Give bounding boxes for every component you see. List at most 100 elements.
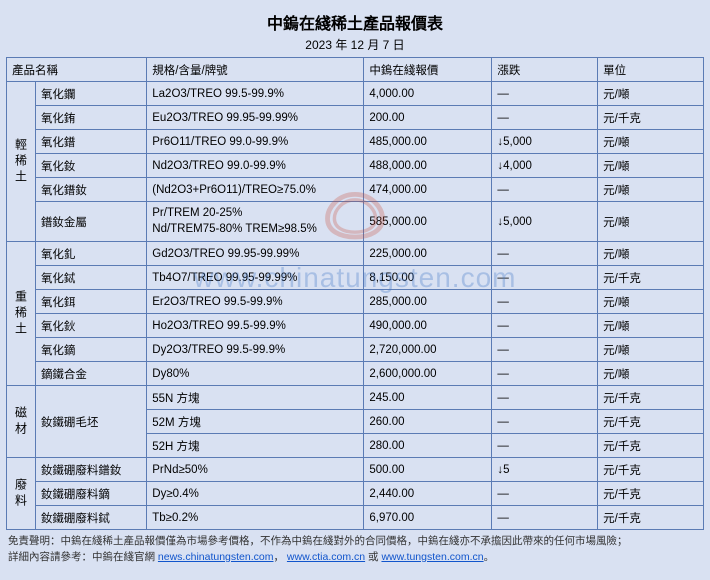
product-spec: Dy2O3/TREO 99.5-99.9% bbox=[147, 338, 364, 362]
product-name: 氧化銪 bbox=[35, 106, 146, 130]
product-spec: Eu2O3/TREO 99.95-99.99% bbox=[147, 106, 364, 130]
product-price: 8,150.00 bbox=[364, 266, 492, 290]
product-name: 氧化鈥 bbox=[35, 314, 146, 338]
product-change: — bbox=[492, 178, 598, 202]
header-unit: 單位 bbox=[598, 58, 704, 82]
table-row: 氧化鐠Pr6O11/TREO 99.0-99.9%485,000.00↓5,00… bbox=[7, 130, 704, 154]
product-spec: Tb4O7/TREO 99.95-99.99% bbox=[147, 266, 364, 290]
table-row: 廢料釹鐵硼廢料鐠釹PrNd≥50%500.00↓5元/千克 bbox=[7, 458, 704, 482]
product-spec: PrNd≥50% bbox=[147, 458, 364, 482]
product-name: 釹鐵硼廢料鋱 bbox=[35, 506, 146, 530]
category-label: 輕稀土 bbox=[7, 82, 36, 242]
footer-link-3[interactable]: www.tungsten.com.cn bbox=[381, 551, 483, 563]
product-spec: La2O3/TREO 99.5-99.9% bbox=[147, 82, 364, 106]
product-change: ↓5 bbox=[492, 458, 598, 482]
product-change: — bbox=[492, 386, 598, 410]
product-name: 釹鐵硼廢料鐠釹 bbox=[35, 458, 146, 482]
table-row: 釹鐵硼廢料鏑Dy≥0.4%2,440.00—元/千克 bbox=[7, 482, 704, 506]
product-spec: Gd2O3/TREO 99.95-99.99% bbox=[147, 242, 364, 266]
product-name: 釹鐵硼毛坯 bbox=[35, 386, 146, 458]
product-name: 釹鐵硼廢料鏑 bbox=[35, 482, 146, 506]
product-price: 490,000.00 bbox=[364, 314, 492, 338]
product-price: 488,000.00 bbox=[364, 154, 492, 178]
footer-link-1[interactable]: news.chinatungsten.com bbox=[158, 551, 274, 563]
product-name: 氧化鐠 bbox=[35, 130, 146, 154]
product-name: 鏑鐵合金 bbox=[35, 362, 146, 386]
product-name: 氧化鋱 bbox=[35, 266, 146, 290]
product-unit: 元/噸 bbox=[598, 178, 704, 202]
table-row: 氧化鐠釹(Nd2O3+Pr6O11)/TREO≥75.0%474,000.00—… bbox=[7, 178, 704, 202]
product-unit: 元/千克 bbox=[598, 386, 704, 410]
table-row: 氧化鋱Tb4O7/TREO 99.95-99.99%8,150.00—元/千克 bbox=[7, 266, 704, 290]
product-unit: 元/噸 bbox=[598, 362, 704, 386]
category-label: 廢料 bbox=[7, 458, 36, 530]
product-price: 6,970.00 bbox=[364, 506, 492, 530]
table-row: 鏑鐵合金Dy80%2,600,000.00—元/噸 bbox=[7, 362, 704, 386]
product-unit: 元/千克 bbox=[598, 266, 704, 290]
table-row: 釹鐵硼廢料鋱Tb≥0.2%6,970.00—元/千克 bbox=[7, 506, 704, 530]
product-change: — bbox=[492, 242, 598, 266]
product-price: 474,000.00 bbox=[364, 178, 492, 202]
product-spec: 52H 方塊 bbox=[147, 434, 364, 458]
product-price: 485,000.00 bbox=[364, 130, 492, 154]
product-price: 285,000.00 bbox=[364, 290, 492, 314]
product-unit: 元/千克 bbox=[598, 434, 704, 458]
disclaimer-line1: 免責聲明：中鎢在綫稀土產品報價僅為市場參考價格，不作為中鎢在綫對外的合同價格，中… bbox=[8, 535, 628, 547]
product-name: 氧化釹 bbox=[35, 154, 146, 178]
link-sep1: ， bbox=[274, 551, 285, 563]
product-change: — bbox=[492, 434, 598, 458]
price-table: 產品名稱 規格/含量/牌號 中鎢在綫報價 漲跌 單位 輕稀土氧化鑭La2O3/T… bbox=[6, 57, 704, 530]
product-spec: Dy80% bbox=[147, 362, 364, 386]
table-row: 氧化銪Eu2O3/TREO 99.95-99.99%200.00—元/千克 bbox=[7, 106, 704, 130]
category-label: 重稀土 bbox=[7, 242, 36, 386]
footer-link-2[interactable]: www.ctia.com.cn bbox=[287, 551, 365, 563]
link-or: 或 bbox=[365, 551, 381, 563]
product-change: — bbox=[492, 362, 598, 386]
product-name: 鐠釹金屬 bbox=[35, 202, 146, 242]
product-change: — bbox=[492, 314, 598, 338]
product-change: ↓5,000 bbox=[492, 130, 598, 154]
table-row: 氧化鏑Dy2O3/TREO 99.5-99.9%2,720,000.00—元/噸 bbox=[7, 338, 704, 362]
link-suffix: 。 bbox=[484, 551, 495, 563]
table-row: 氧化鈥Ho2O3/TREO 99.5-99.9%490,000.00—元/噸 bbox=[7, 314, 704, 338]
header-product: 產品名稱 bbox=[7, 58, 147, 82]
product-price: 500.00 bbox=[364, 458, 492, 482]
product-name: 氧化釓 bbox=[35, 242, 146, 266]
product-spec: Pr/TREM 20-25%Nd/TREM75-80% TREM≥98.5% bbox=[147, 202, 364, 242]
product-price: 2,720,000.00 bbox=[364, 338, 492, 362]
product-change: — bbox=[492, 338, 598, 362]
product-unit: 元/噸 bbox=[598, 154, 704, 178]
product-spec: Pr6O11/TREO 99.0-99.9% bbox=[147, 130, 364, 154]
table-row: 鐠釹金屬Pr/TREM 20-25%Nd/TREM75-80% TREM≥98.… bbox=[7, 202, 704, 242]
product-spec: Ho2O3/TREO 99.5-99.9% bbox=[147, 314, 364, 338]
table-row: 輕稀土氧化鑭La2O3/TREO 99.5-99.9%4,000.00—元/噸 bbox=[7, 82, 704, 106]
table-row: 氧化釹Nd2O3/TREO 99.0-99.9%488,000.00↓4,000… bbox=[7, 154, 704, 178]
header-spec: 規格/含量/牌號 bbox=[147, 58, 364, 82]
product-change: — bbox=[492, 482, 598, 506]
product-change: ↓5,000 bbox=[492, 202, 598, 242]
table-header-row: 產品名稱 規格/含量/牌號 中鎢在綫報價 漲跌 單位 bbox=[7, 58, 704, 82]
product-change: — bbox=[492, 506, 598, 530]
product-unit: 元/噸 bbox=[598, 242, 704, 266]
product-spec: 52M 方塊 bbox=[147, 410, 364, 434]
product-change: — bbox=[492, 106, 598, 130]
product-unit: 元/千克 bbox=[598, 458, 704, 482]
product-spec: Nd2O3/TREO 99.0-99.9% bbox=[147, 154, 364, 178]
product-unit: 元/千克 bbox=[598, 506, 704, 530]
category-label: 磁材 bbox=[7, 386, 36, 458]
product-change: — bbox=[492, 82, 598, 106]
product-price: 245.00 bbox=[364, 386, 492, 410]
page-title: 中鎢在綫稀土產品報價表 bbox=[6, 6, 704, 36]
product-name: 氧化鉺 bbox=[35, 290, 146, 314]
product-price: 200.00 bbox=[364, 106, 492, 130]
product-name: 氧化鏑 bbox=[35, 338, 146, 362]
product-price: 280.00 bbox=[364, 434, 492, 458]
product-spec: Er2O3/TREO 99.5-99.9% bbox=[147, 290, 364, 314]
product-price: 260.00 bbox=[364, 410, 492, 434]
product-price: 225,000.00 bbox=[364, 242, 492, 266]
report-date: 2023 年 12 月 7 日 bbox=[6, 36, 704, 57]
product-name: 氧化鑭 bbox=[35, 82, 146, 106]
product-spec: (Nd2O3+Pr6O11)/TREO≥75.0% bbox=[147, 178, 364, 202]
product-price: 585,000.00 bbox=[364, 202, 492, 242]
product-spec: Tb≥0.2% bbox=[147, 506, 364, 530]
